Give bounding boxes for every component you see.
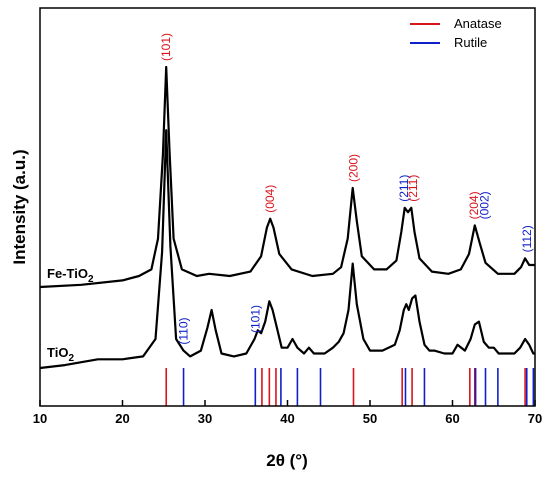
legend-label: Rutile <box>454 35 487 50</box>
x-tick-label: 20 <box>115 411 129 426</box>
peak-label: (002) <box>478 191 492 219</box>
x-axis-ticks: 10 20 30 40 50 60 70 <box>33 400 542 426</box>
sample-label-fe-tio2: Fe-TiO2 <box>47 266 94 285</box>
peak-labels: (101) (004) (200) (211)(211) (204)(002) (112)… <box>159 33 534 345</box>
y-axis-title: Intensity (a.u.) <box>10 149 29 264</box>
sample-label-tio2: TiO2 <box>47 345 74 364</box>
diffraction-curves <box>39 65 535 370</box>
peak-label: (101) <box>159 33 173 61</box>
peak-label: (204) <box>467 191 481 219</box>
x-tick-label: 70 <box>528 411 542 426</box>
peak-label: (200) <box>347 154 361 182</box>
x-tick-label: 60 <box>445 411 459 426</box>
curve-tio2 <box>39 129 535 370</box>
peak-label: (211) <box>406 175 420 202</box>
x-tick-label: 50 <box>363 411 377 426</box>
peak-label: (004) <box>263 185 277 213</box>
reference-lines <box>165 368 535 406</box>
x-axis-title: 2θ (°) <box>266 451 308 470</box>
peak-label: (110) <box>177 317 191 344</box>
x-tick-label: 40 <box>280 411 294 426</box>
x-tick-label: 10 <box>33 411 47 426</box>
sample-labels: Fe-TiO2 TiO2 <box>47 266 94 364</box>
legend-label: Anatase <box>454 16 502 31</box>
peak-label: (211) <box>397 175 411 202</box>
peak-label: (112) <box>520 225 534 252</box>
curve-fe-tio2 <box>39 65 535 289</box>
legend: Anatase Rutile <box>410 16 502 50</box>
x-tick-label: 30 <box>198 411 212 426</box>
peak-label: (101) <box>248 305 262 333</box>
